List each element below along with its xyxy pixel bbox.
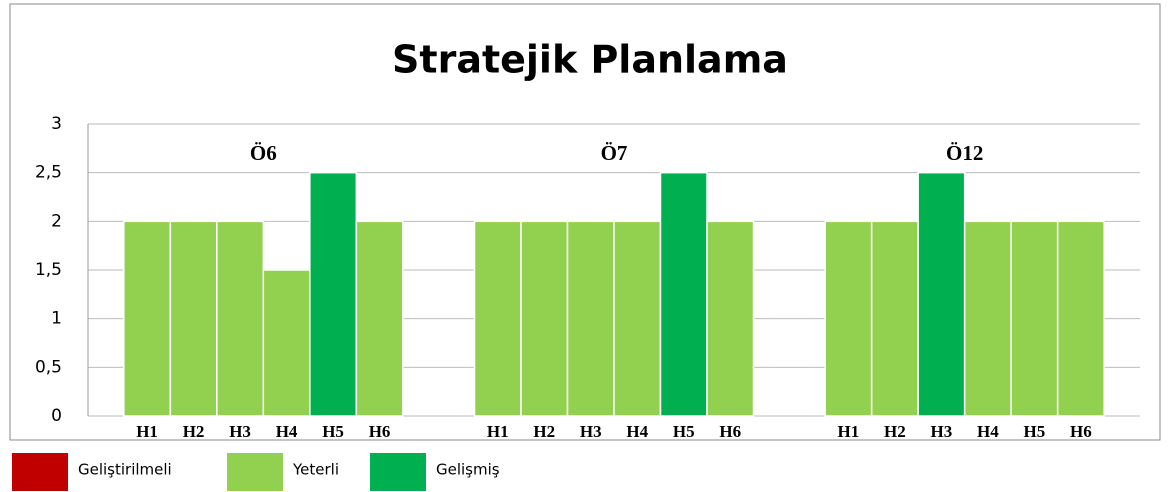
bar — [169, 220, 218, 417]
x-tick-label: H5 — [1024, 422, 1046, 441]
bar — [917, 171, 966, 417]
x-tick-label: H4 — [276, 422, 298, 441]
group-label: Ö6 — [250, 141, 277, 165]
bar — [473, 220, 522, 417]
x-tick-label: H2 — [183, 422, 205, 441]
bar — [566, 220, 615, 417]
x-tick-label: H6 — [1070, 422, 1092, 441]
bar — [1010, 220, 1059, 417]
y-tick-label: 0 — [51, 406, 62, 426]
x-tick-label: H6 — [719, 422, 741, 441]
bar — [824, 220, 873, 417]
x-tick-label: H5 — [673, 422, 695, 441]
bar — [659, 171, 708, 417]
x-tick-label: H3 — [580, 422, 602, 441]
bar — [123, 220, 172, 417]
bar — [355, 220, 404, 417]
bar — [870, 220, 919, 417]
y-tick-label: 2,5 — [35, 163, 62, 183]
x-tick-label: H2 — [533, 422, 555, 441]
legend-label: Geliştirilmeli — [78, 461, 172, 479]
x-tick-label: H3 — [931, 422, 953, 441]
legend-swatch — [227, 453, 283, 491]
x-tick-label: H5 — [322, 422, 344, 441]
bar — [613, 220, 662, 417]
legend-label: Yeterli — [292, 461, 339, 479]
x-tick-label: H1 — [838, 422, 860, 441]
y-tick-label: 2 — [51, 211, 62, 231]
legend-label: Gelişmiş — [436, 461, 500, 479]
group-label: Ö7 — [601, 141, 628, 165]
bar — [706, 220, 755, 417]
y-tick-label: 3 — [51, 114, 62, 134]
bar — [1056, 220, 1105, 417]
y-tick-label: 0,5 — [35, 357, 62, 377]
x-tick-label: H6 — [369, 422, 391, 441]
legend-swatch — [12, 453, 68, 491]
x-tick-label: H2 — [884, 422, 906, 441]
x-tick-label: H4 — [626, 422, 648, 441]
bar — [963, 220, 1012, 417]
group-label: Ö12 — [946, 141, 983, 165]
bar — [262, 269, 311, 417]
bar — [309, 171, 358, 417]
y-tick-label: 1 — [51, 309, 62, 329]
y-tick-label: 1,5 — [35, 260, 62, 280]
legend-swatch — [370, 453, 426, 491]
bar — [216, 220, 265, 417]
bar — [520, 220, 569, 417]
x-tick-label: H1 — [136, 422, 158, 441]
x-tick-label: H3 — [229, 422, 251, 441]
x-tick-label: H1 — [487, 422, 509, 441]
chart-title: Stratejik Planlama — [392, 38, 788, 82]
x-tick-label: H4 — [977, 422, 999, 441]
